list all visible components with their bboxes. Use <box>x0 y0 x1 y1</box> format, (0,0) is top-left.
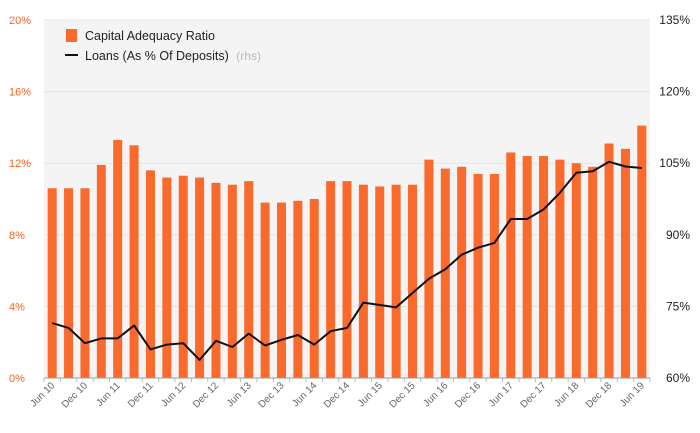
x-tick-label: Dec 11 <box>126 380 156 410</box>
bar-capital-adequacy <box>571 163 581 378</box>
x-tick-label: Dec 12 <box>191 380 221 410</box>
y-left-tick-label: 20% <box>9 15 31 27</box>
bar-capital-adequacy <box>358 184 368 378</box>
x-tick-label: Jun 13 <box>225 380 254 409</box>
x-tick-label: Jun 15 <box>356 380 385 409</box>
bar-capital-adequacy <box>637 125 647 378</box>
bar-capital-adequacy <box>227 184 237 378</box>
bar-capital-adequacy <box>162 177 172 378</box>
bar-capital-adequacy <box>64 188 74 378</box>
bar-capital-adequacy <box>293 200 303 378</box>
svg-text:Loans (As % Of Deposits): Loans (As % Of Deposits) (rhs) <box>85 49 261 63</box>
bar-capital-adequacy <box>539 156 549 378</box>
bar-capital-adequacy <box>47 188 57 378</box>
x-tick-label: Dec 16 <box>453 380 483 410</box>
bar-series <box>47 125 647 378</box>
x-tick-label: Dec 17 <box>518 380 548 410</box>
x-tick-label: Jun 12 <box>159 380 188 409</box>
bar-capital-adequacy <box>244 181 254 378</box>
y-right-tick-label: 60% <box>666 371 690 385</box>
x-tick-label: Jun 18 <box>552 380 581 409</box>
legend-swatch-bar <box>66 29 77 42</box>
x-tick-label: Jun 17 <box>487 380 516 409</box>
bar-capital-adequacy <box>276 202 286 378</box>
y-left-tick-label: 0% <box>9 373 25 385</box>
loans-line <box>51 160 642 361</box>
bar-capital-adequacy <box>145 170 155 378</box>
bar-capital-adequacy <box>195 177 205 378</box>
x-axis-ticks <box>43 378 651 382</box>
legend-label-capital-adequacy: Capital Adequacy Ratio <box>85 29 215 43</box>
right-axis-labels: 60% 75% 90% 105% 120% 135% <box>659 13 690 385</box>
bar-capital-adequacy <box>309 199 319 378</box>
bar-capital-adequacy <box>260 202 270 378</box>
y-right-tick-label: 135% <box>659 13 690 27</box>
y-left-tick-label: 12% <box>9 158 31 170</box>
left-axis-labels: 0% 4% 8% 12% 16% 20% <box>9 15 31 385</box>
y-left-tick-label: 4% <box>9 301 25 313</box>
x-tick-label: Dec 14 <box>322 380 352 410</box>
x-tick-label: Jun 16 <box>421 380 450 409</box>
y-left-tick-label: 16% <box>9 87 31 99</box>
x-axis-labels: Jun 10 Dec 10 Jun 11 Dec 11 Jun 12 Dec 12 Jun … <box>28 380 647 410</box>
bar-capital-adequacy <box>620 148 630 378</box>
bar-capital-adequacy <box>326 181 336 378</box>
x-tick-label: Jun 11 <box>94 380 123 409</box>
bar-capital-adequacy <box>129 145 139 378</box>
x-tick-label: Dec 10 <box>60 380 90 410</box>
bar-capital-adequacy <box>424 159 434 378</box>
bar-capital-adequacy <box>522 156 532 378</box>
x-tick-label: Dec 18 <box>584 380 614 410</box>
bar-capital-adequacy <box>457 166 467 378</box>
x-tick-label: Jun 14 <box>290 380 319 409</box>
legend: Capital Adequacy Ratio Loans (As % Of De… <box>65 29 261 63</box>
bar-capital-adequacy <box>96 164 106 378</box>
bar-capital-adequacy <box>555 159 565 378</box>
bar-capital-adequacy <box>80 188 90 378</box>
y-left-tick-label: 8% <box>9 230 25 242</box>
y-right-tick-label: 75% <box>666 299 690 313</box>
bar-capital-adequacy <box>211 182 221 378</box>
bar-capital-adequacy <box>391 184 401 378</box>
legend-label-loans: Loans (As % Of Deposits) <box>85 49 229 63</box>
bar-capital-adequacy <box>375 186 385 378</box>
bar-capital-adequacy <box>604 143 614 378</box>
y-right-tick-label: 120% <box>659 85 690 99</box>
legend-label-rhs: (rhs) <box>236 49 261 63</box>
x-tick-label: Jun 10 <box>28 380 57 409</box>
bar-capital-adequacy <box>440 168 450 378</box>
bar-capital-adequacy <box>408 184 418 378</box>
x-tick-label: Dec 13 <box>256 380 286 410</box>
bar-capital-adequacy <box>342 181 352 378</box>
x-tick-label: Jun 19 <box>618 380 647 409</box>
y-right-tick-label: 105% <box>659 156 690 170</box>
x-tick-label: Dec 15 <box>387 380 417 410</box>
bar-capital-adequacy <box>178 175 188 378</box>
bar-capital-adequacy <box>473 173 483 378</box>
bar-capital-adequacy <box>489 173 499 378</box>
bar-capital-adequacy <box>588 166 598 378</box>
y-right-tick-label: 90% <box>666 228 690 242</box>
bar-capital-adequacy <box>506 152 516 378</box>
bar-capital-adequacy <box>113 139 123 378</box>
